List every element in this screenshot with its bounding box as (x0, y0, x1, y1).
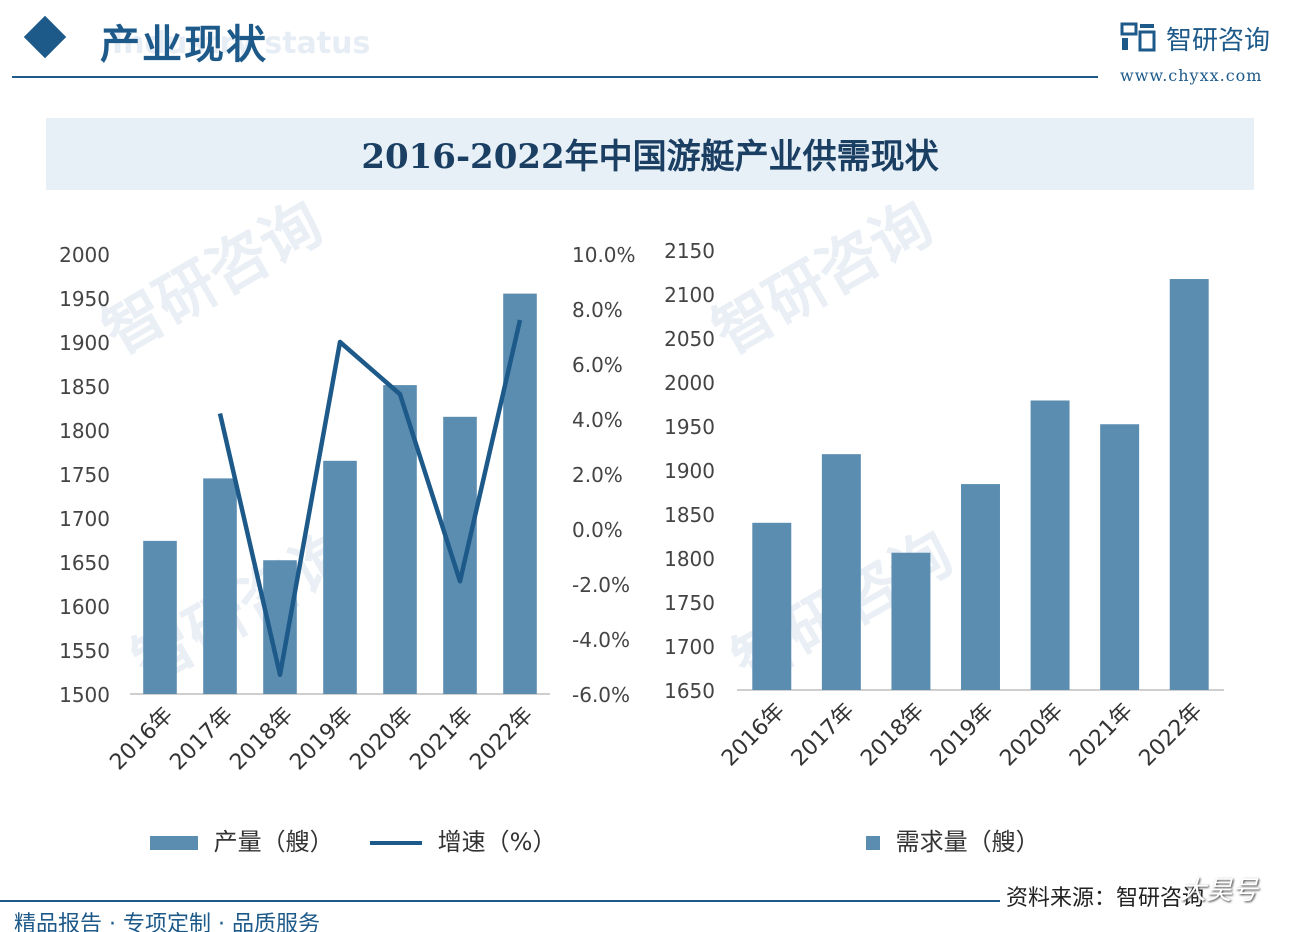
right-y-ticks: -6.0% -4.0% -2.0% 0.0% 2.0% 4.0% 6.0% 8.0% 10.0% (572, 243, 636, 707)
right-chart-y-ticks: 1650 1700 1750 1800 1850 1900 1950 2000 2050 2100… (664, 239, 715, 703)
bar (143, 540, 177, 694)
y-tick-label: 1700 (664, 635, 715, 659)
y-tick-label: 1700 (59, 507, 110, 531)
bar (891, 552, 931, 690)
x-tick-label: 2020年 (995, 699, 1068, 772)
y-tick-label: 1950 (664, 415, 715, 439)
legend-production: 产量（艘） (150, 822, 334, 857)
chart-banner: 2016-2022年中国游艇产业供需现状 (46, 118, 1254, 190)
right-y-tick-label: 6.0% (572, 353, 623, 377)
legend-label: 需求量（艘） (895, 828, 1040, 856)
footer-divider (0, 900, 1000, 902)
right-y-tick-label: 0.0% (572, 518, 623, 542)
right-y-tick-label: 2.0% (572, 463, 623, 487)
bar (443, 416, 477, 694)
section-title: 产业现状 (100, 22, 268, 68)
x-tick-label: 2018年 (856, 699, 929, 772)
legend-demand: 需求量（艘） (866, 822, 1040, 857)
right-y-tick-label: 10.0% (572, 243, 636, 267)
y-tick-label: 2150 (664, 239, 715, 263)
y-tick-label: 2050 (664, 327, 715, 351)
legend-label: 增速（%） (437, 828, 557, 856)
y-tick-label: 1850 (664, 503, 715, 527)
brand-name: 智研咨询 (1166, 26, 1271, 56)
y-tick-label: 1650 (59, 551, 110, 575)
legend-growth: 增速（%） (370, 822, 556, 857)
demand-bars (752, 279, 1209, 690)
bar (1030, 400, 1070, 690)
y-tick-label: 1550 (59, 639, 110, 663)
production-bars (143, 293, 537, 694)
y-tick-label: 2000 (59, 243, 110, 267)
y-tick-label: 1800 (664, 547, 715, 571)
y-tick-label: 1850 (59, 375, 110, 399)
y-tick-label: 1900 (59, 331, 110, 355)
right-y-tick-label: 4.0% (572, 408, 623, 432)
y-tick-label: 1950 (59, 287, 110, 311)
x-tick-label: 2017年 (787, 699, 860, 772)
legend-label: 产量（艘） (213, 828, 334, 856)
y-tick-label: 1800 (59, 419, 110, 443)
y-tick-label: 2000 (664, 371, 715, 395)
bar (383, 385, 417, 694)
bar (323, 460, 357, 694)
y-tick-label: 1900 (664, 459, 715, 483)
header-divider (12, 76, 1098, 78)
brand: 智研咨询 www.chyxx.com (1120, 18, 1290, 88)
bar (961, 484, 1000, 690)
x-tick-label: 2019年 (926, 699, 999, 772)
legend-swatch-line (370, 841, 422, 845)
growth-line-path (217, 319, 523, 677)
bar (1100, 424, 1140, 690)
page-header: Industry status 产业现状 智研咨询 www.chyxx.com (0, 0, 1308, 96)
corner-watermark: 大昊号 (1180, 876, 1259, 906)
right-y-tick-label: -6.0% (572, 683, 630, 707)
right-y-tick-label: -2.0% (572, 573, 630, 597)
data-source: 资料来源：智研咨询 (1006, 886, 1205, 911)
bar (821, 454, 861, 690)
x-tick-label: 2016年 (717, 699, 790, 772)
legend-swatch-bar (150, 836, 198, 850)
left-y-ticks: 1500 1550 1600 1650 1700 1750 1800 1850 1900 1950… (59, 243, 110, 707)
y-tick-label: 2100 (664, 283, 715, 307)
legend-swatch-bar (866, 836, 880, 850)
bar (1169, 279, 1209, 690)
x-tick-label: 2022年 (1135, 699, 1208, 772)
right-y-tick-label: 8.0% (572, 298, 623, 322)
demand-chart: 1650 1700 1750 1800 1850 1900 1950 2000 2050 2100… (664, 239, 1224, 772)
production-chart: 1500 1550 1600 1650 1700 1750 1800 1850 1900 1950… (59, 243, 636, 775)
y-tick-label: 1650 (664, 679, 715, 703)
y-tick-label: 1600 (59, 595, 110, 619)
footer-tagline: 精品报告 · 专项定制 · 品质服务 (14, 912, 320, 932)
brand-logo-icon (1120, 22, 1156, 52)
growth-line (217, 319, 523, 677)
chart-title: 2016-2022年中国游艇产业供需现状 (361, 137, 939, 177)
brand-url: www.chyxx.com (1120, 66, 1263, 85)
right-y-tick-label: -4.0% (572, 628, 630, 652)
y-tick-label: 1750 (59, 463, 110, 487)
bar (752, 522, 792, 690)
x-tick-label: 2021年 (1065, 699, 1138, 772)
y-tick-label: 1750 (664, 591, 715, 615)
y-tick-label: 1500 (59, 683, 110, 707)
bar (203, 478, 237, 694)
